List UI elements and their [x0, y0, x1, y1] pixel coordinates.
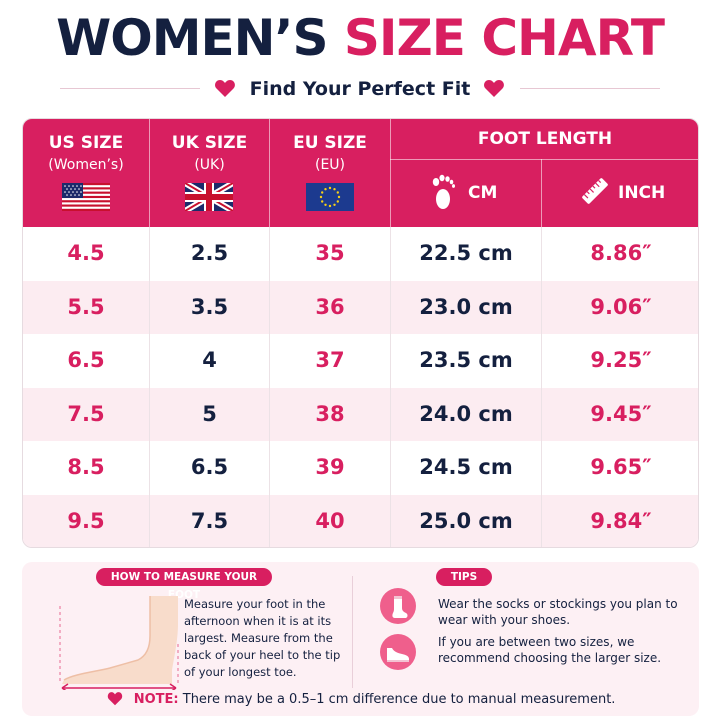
- header-foot-length: FOOT LENGTH: [477, 129, 613, 149]
- inch-cell: 8.86″: [590, 241, 652, 265]
- table-row: 6.5 4 37 23.5 cm 9.25″: [23, 334, 698, 388]
- sock-icon: [380, 588, 416, 624]
- heart-icon: [484, 80, 504, 97]
- tip-text: Wear the socks or stockings you plan to …: [438, 597, 678, 627]
- header-sublabel: (Women’s): [48, 157, 124, 173]
- column-divider: [390, 227, 391, 547]
- column-divider: [149, 227, 150, 547]
- header-label: UK SIZE: [171, 133, 248, 153]
- header-divider: [541, 159, 542, 227]
- note-bar: NOTE: There may be a 0.5–1 cm difference…: [22, 690, 699, 712]
- eu-size-cell: 35: [315, 241, 345, 265]
- us-size-cell: 8.5: [67, 455, 105, 480]
- eu-size-cell: 38: [315, 401, 345, 426]
- header-divider: [390, 159, 698, 160]
- column-divider: [541, 227, 542, 547]
- header-us-size: US SIZE (Women’s): [23, 119, 149, 227]
- subtitle-row: Find Your Perfect Fit: [0, 74, 720, 104]
- eu-size-cell: 36: [315, 294, 345, 319]
- info-panel: HOW TO MEASURE YOUR FOOT Measure your fo…: [22, 562, 699, 716]
- shoe-icon: [387, 648, 409, 662]
- tips-badge: TIPS: [436, 568, 492, 586]
- inch-cell: 9.25″: [590, 348, 652, 373]
- cm-label: CM: [468, 183, 498, 203]
- eu-size-cell: 40: [315, 509, 345, 533]
- page-title: WOMEN’S SIZE CHART: [0, 6, 720, 70]
- uk-size-cell: 6.5: [190, 455, 229, 480]
- cm-cell: 25.0 cm: [419, 509, 513, 533]
- title-pink: SIZE CHART: [343, 9, 665, 67]
- header-divider: [149, 119, 150, 227]
- heart-icon: [215, 80, 235, 97]
- header-label: EU SIZE: [293, 133, 367, 153]
- header-divider: [269, 119, 270, 227]
- header-uk-size: UK SIZE (UK): [150, 119, 269, 227]
- inch-cell: 9.65″: [590, 455, 652, 480]
- eu-size-cell: 37: [315, 348, 345, 373]
- us-size-cell: 4.5: [67, 241, 105, 265]
- inch-cell: 9.84″: [590, 509, 652, 533]
- us-size-cell: 6.5: [67, 348, 105, 373]
- cm-cell: 24.5 cm: [419, 455, 513, 480]
- us-flag-icon: [62, 183, 110, 211]
- cm-cell: 24.0 cm: [419, 401, 513, 426]
- cm-cell: 22.5 cm: [419, 241, 513, 265]
- note-text: There may be a 0.5–1 cm difference due t…: [182, 692, 616, 707]
- header-inch: INCH: [542, 159, 698, 227]
- uk-size-cell: 2.5: [190, 241, 229, 265]
- footprint-icon: [432, 174, 455, 209]
- header-sublabel: (EU): [314, 157, 346, 173]
- eu-size-cell: 39: [315, 455, 345, 480]
- howto-badge: HOW TO MEASURE YOUR FOOT: [96, 568, 272, 601]
- howto-text: Measure your foot in the afternoon when …: [184, 597, 341, 679]
- ruler-icon: [582, 178, 608, 204]
- foot-measure-icon: [59, 596, 179, 690]
- header-eu-size: EU SIZE (EU): [270, 119, 390, 227]
- inch-cell: 9.45″: [590, 401, 652, 426]
- subtitle: Find Your Perfect Fit: [249, 78, 471, 100]
- table-row: 8.5 6.5 39 24.5 cm 9.65″: [23, 441, 698, 495]
- sock-icon: [392, 596, 408, 618]
- column-divider: [269, 227, 270, 547]
- title-dark: WOMEN’S: [56, 9, 328, 67]
- uk-size-cell: 3.5: [190, 294, 229, 319]
- eu-flag-icon: [306, 183, 354, 211]
- us-size-cell: 5.5: [67, 294, 105, 319]
- us-size-cell: 7.5: [67, 401, 105, 426]
- table-row: 7.5 5 38 24.0 cm 9.45″: [23, 387, 698, 442]
- subtitle-divider-right: [520, 88, 660, 89]
- uk-size-cell: 7.5: [190, 509, 229, 533]
- cm-cell: 23.5 cm: [419, 348, 513, 373]
- subtitle-divider-left: [60, 88, 200, 89]
- table-row: 4.5 2.5 35 22.5 cm 8.86″: [23, 227, 698, 281]
- inch-label: INCH: [618, 183, 666, 203]
- header-divider: [390, 119, 391, 227]
- table-row: 5.5 3.5 36 23.0 cm 9.06″: [23, 280, 698, 335]
- table-row: 9.5 7.5 40 25.0 cm 9.84″: [23, 495, 698, 547]
- uk-size-cell: 5: [202, 401, 217, 426]
- size-table: US SIZE (Women’s) UK SIZE (UK): [22, 118, 699, 548]
- us-size-cell: 9.5: [67, 509, 105, 533]
- cm-cell: 23.0 cm: [419, 294, 513, 319]
- note-label: NOTE:: [133, 692, 179, 707]
- tip-text: If you are between two sizes, we recomme…: [438, 635, 662, 665]
- panel-divider: [352, 576, 353, 688]
- header-label: US SIZE: [48, 133, 124, 153]
- uk-size-cell: 4: [202, 348, 217, 373]
- header-cm: CM: [390, 159, 541, 227]
- header-sublabel: (UK): [194, 157, 225, 173]
- uk-flag-icon: [185, 183, 233, 211]
- inch-cell: 9.06″: [590, 294, 652, 319]
- table-header: US SIZE (Women’s) UK SIZE (UK): [23, 119, 698, 227]
- heart-icon: [107, 692, 122, 706]
- shoe-icon: [380, 634, 416, 670]
